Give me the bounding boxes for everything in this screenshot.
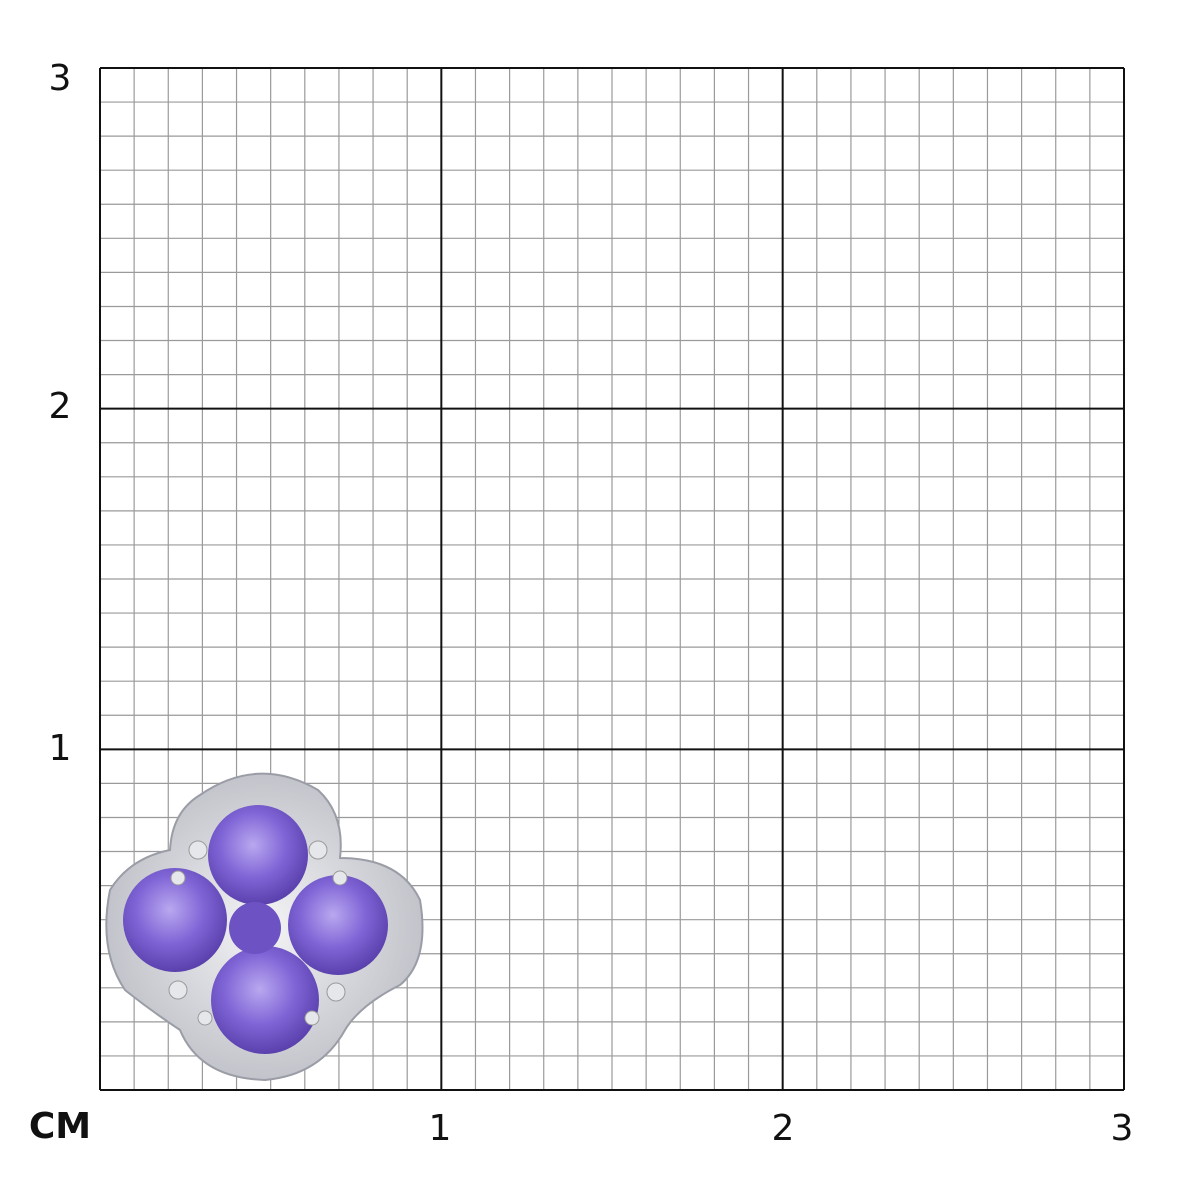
x-label: 1 — [429, 1108, 452, 1149]
x-label: 2 — [772, 1108, 795, 1149]
y-label: 2 — [49, 386, 72, 427]
unit-label: CM — [29, 1106, 91, 1147]
y-label: 3 — [49, 58, 72, 99]
y-label: 1 — [49, 728, 72, 769]
grid — [99, 67, 1125, 1091]
x-label: 3 — [1111, 1108, 1134, 1149]
earring — [105, 772, 424, 1082]
